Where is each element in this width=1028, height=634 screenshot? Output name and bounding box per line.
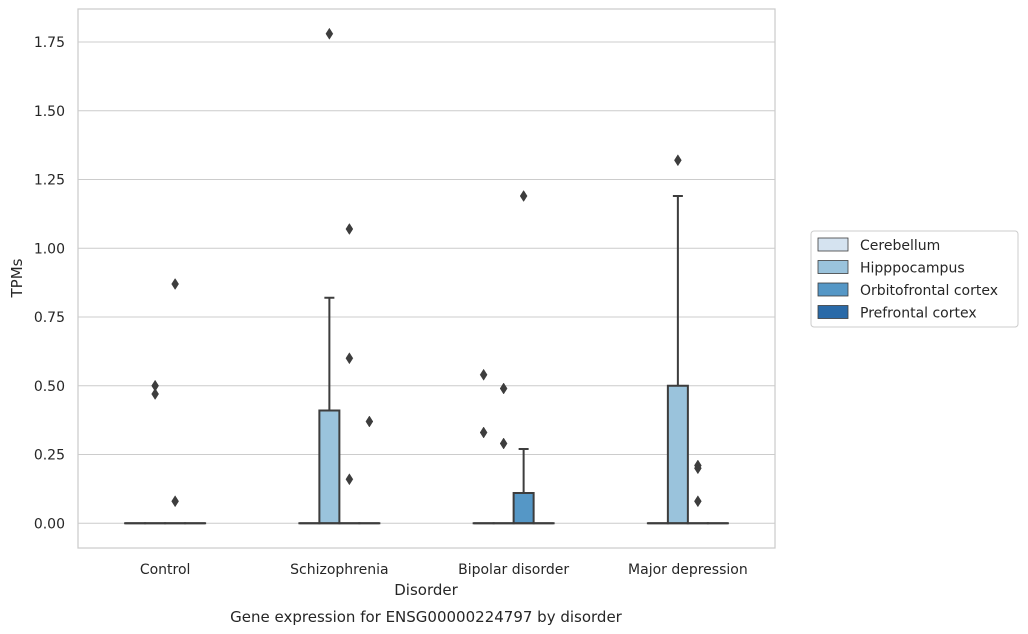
box-body — [512, 492, 535, 525]
outlier-point — [365, 415, 374, 428]
y-tick-label: 0.75 — [34, 310, 65, 326]
x-tick-label: Control — [140, 562, 191, 578]
y-tick-label: 0.00 — [34, 516, 65, 532]
y-axis-label: TPMs — [8, 258, 26, 298]
legend: Cerebellum Hipppocampus Orbitofrontal cort… — [810, 230, 1019, 328]
legend-swatch — [817, 305, 849, 319]
x-axis-ticks: Control Schizophrenia Bipolar disorder Majo… — [140, 562, 748, 578]
legend-frame — [810, 230, 1019, 328]
box-orbitofrontal-cortex — [512, 190, 535, 525]
legend-swatch — [817, 282, 849, 297]
box-body — [666, 384, 689, 525]
legend-label: Hipppocampus — [860, 261, 965, 277]
box-hipppocampus — [492, 382, 515, 525]
outlier-point — [479, 426, 488, 439]
outlier-point — [345, 352, 354, 365]
legend-label: Prefrontal cortex — [860, 306, 977, 322]
box-body — [318, 409, 341, 525]
box-cerebellum — [472, 368, 495, 525]
y-tick-label: 1.75 — [34, 35, 65, 51]
plot-frame — [77, 8, 776, 549]
y-tick-label: 1.25 — [34, 173, 65, 189]
box-prefrontal-cortex — [358, 415, 381, 525]
legend-label: Orbitofrontal cortex — [860, 283, 998, 299]
outlier-point — [499, 437, 508, 450]
outlier-point — [345, 473, 354, 486]
outlier-point — [171, 495, 179, 508]
gridlines — [78, 41, 775, 524]
legend-swatch — [817, 237, 849, 252]
x-tick-label: Major depression — [628, 562, 748, 578]
legend-label: Cerebellum — [860, 238, 940, 254]
y-tick-label: 1.00 — [34, 241, 65, 257]
y-axis-ticks: 0.00 0.25 0.50 0.75 1.00 1.25 1.50 1.75 — [34, 35, 65, 532]
outlier-point — [674, 154, 682, 167]
box-orbitofrontal-cortex — [686, 459, 709, 525]
outlier-point — [499, 382, 508, 395]
outlier-point — [171, 278, 179, 290]
outlier-point — [345, 223, 354, 235]
box-orbitofrontal-cortex — [338, 223, 361, 525]
outlier-point — [479, 368, 488, 381]
chart-caption: Gene expression for ENSG00000224797 by d… — [230, 608, 623, 626]
box-plot-series — [124, 27, 729, 525]
legend-swatch — [817, 260, 849, 274]
box-hipppocampus — [666, 154, 689, 525]
box-orbitofrontal-cortex — [164, 278, 187, 525]
x-tick-label: Bipolar disorder — [458, 562, 569, 578]
y-tick-label: 1.50 — [34, 104, 65, 120]
y-tick-label: 0.25 — [34, 448, 65, 464]
outlier-point — [519, 190, 528, 202]
box-hipppocampus — [318, 27, 341, 525]
y-tick-label: 0.50 — [34, 379, 65, 395]
box-hipppocampus — [144, 379, 167, 525]
outlier-point — [151, 388, 159, 400]
x-tick-label: Schizophrenia — [290, 562, 388, 578]
x-axis-label: Disorder — [394, 581, 458, 599]
outlier-point — [694, 462, 702, 475]
outlier-point — [694, 495, 702, 508]
outlier-point — [325, 27, 334, 40]
